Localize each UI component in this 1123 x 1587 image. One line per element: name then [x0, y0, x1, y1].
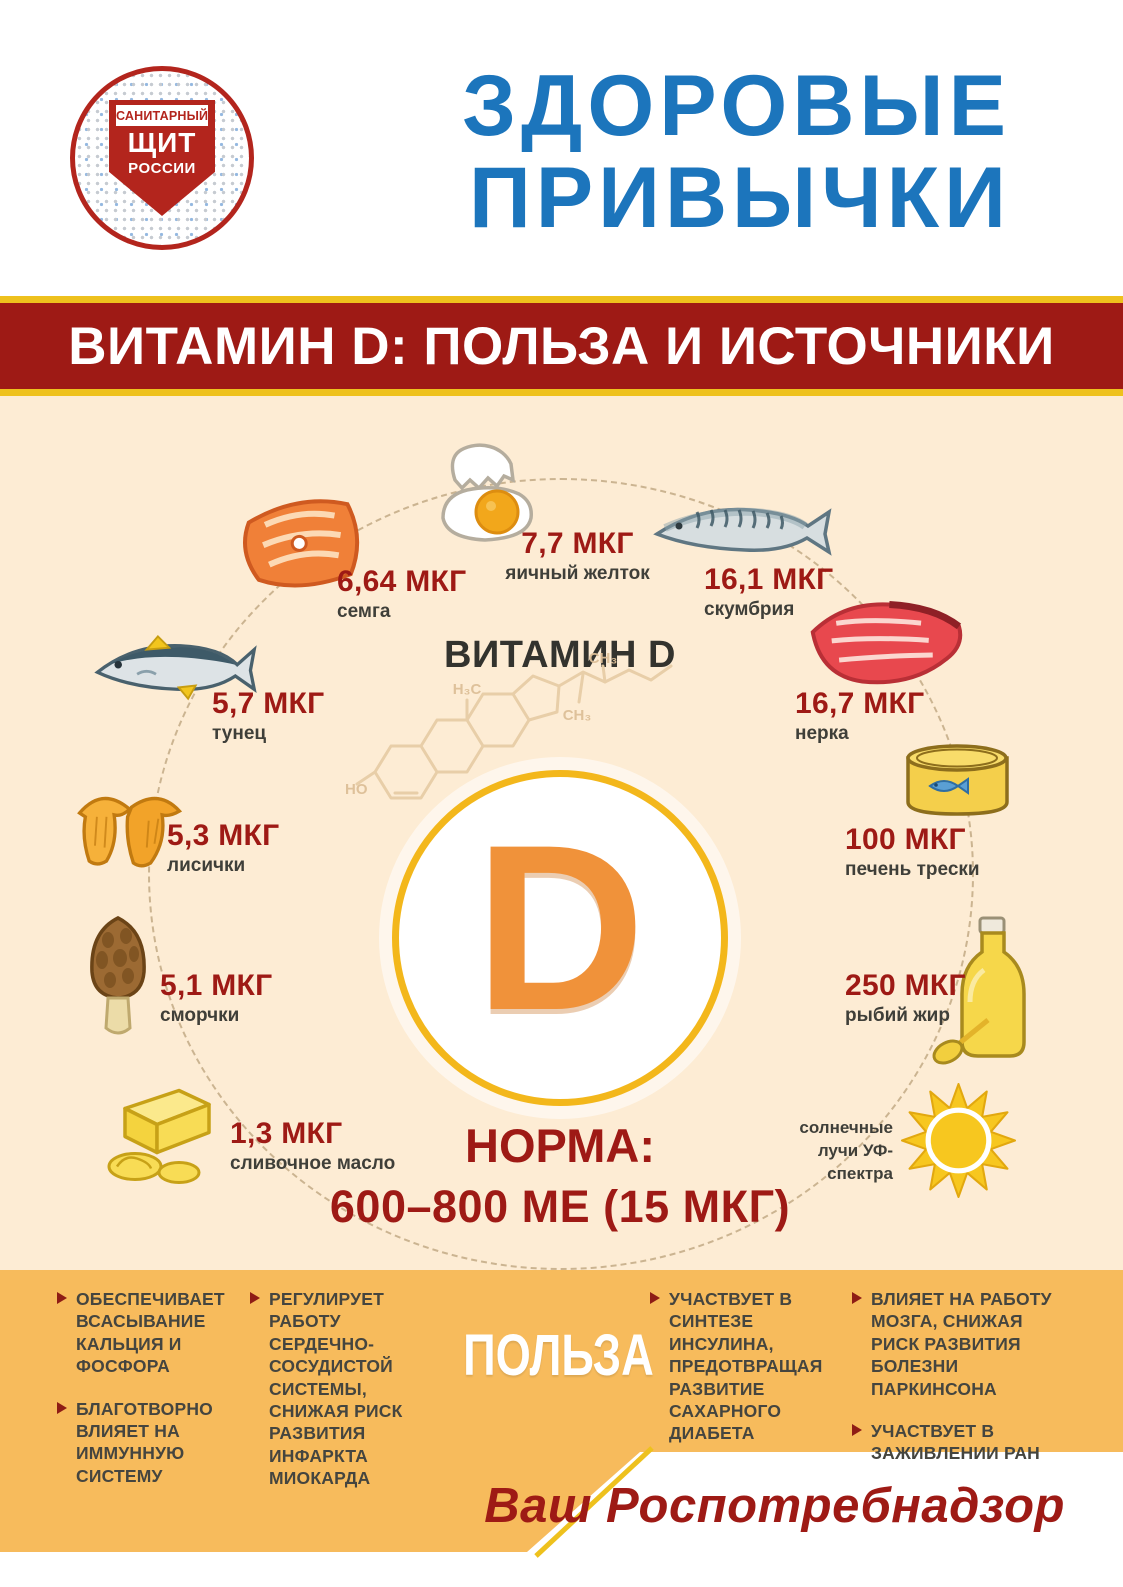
- source-text: 16,7 МКГ нерка: [795, 688, 1005, 745]
- bullet-arrow-icon: [250, 1292, 260, 1304]
- source-label: семга: [337, 600, 391, 622]
- source-label: скумбрия: [704, 598, 795, 620]
- sun-icon: [901, 1083, 1016, 1198]
- dashed-ring: [148, 478, 974, 1270]
- benefit-item: УЧАСТВУЕТ В ЗАЖИВЛЕНИИ РАН: [852, 1420, 1070, 1465]
- bullet-arrow-icon: [57, 1401, 67, 1414]
- sockeye-steak-icon: [792, 579, 975, 707]
- source-value: 5,7 МКГ: [212, 687, 325, 720]
- source-text: солнечные лучи УФ-спектра: [775, 1114, 893, 1186]
- shield-icon: САНИТАРНЫЙ ЩИТ РОССИИ: [109, 100, 215, 216]
- source-label: солнечные лучи УФ-спектра: [799, 1118, 893, 1183]
- benefit-col-2: РЕГУЛИРУЕТ РАБОТУ СЕРДЕЧНО-СОСУДИСТОЙ СИ…: [250, 1288, 446, 1510]
- page-title-line1: ЗДОРОВЫЕ: [462, 58, 1011, 154]
- vitamin-d-heading: ВИТАМИН D: [444, 634, 676, 676]
- source-value: 5,1 МКГ: [160, 969, 273, 1002]
- benefit-text: УЧАСТВУЕТ В СИНТЕЗЕ ИНСУЛИНА, ПРЕДОТВРАЩ…: [669, 1289, 823, 1444]
- source-label: нерка: [795, 722, 849, 744]
- bullet-arrow-icon: [57, 1292, 67, 1304]
- mackerel-icon: [645, 490, 835, 570]
- source-label: лисички: [167, 854, 246, 876]
- header: САНИТАРНЫЙ ЩИТ РОССИИ ЗДОРОВЫЕ ПРИВЫЧКИ: [0, 0, 1123, 296]
- bullet-arrow-icon: [650, 1292, 660, 1304]
- benefit-text: УЧАСТВУЕТ В ЗАЖИВЛЕНИИ РАН: [871, 1420, 1041, 1464]
- molecule-label-ch3-mid: CH₃: [563, 707, 592, 724]
- logo-line1: САНИТАРНЫЙ: [116, 105, 208, 126]
- benefit-item: БЛАГОТВОРНО ВЛИЯЕТ НА ИММУННУЮ СИСТЕМУ: [57, 1398, 239, 1488]
- source-value: 6,64 МКГ: [337, 565, 467, 598]
- vitamin-d-molecule-icon: H₃C CH₃ CH₃ HO: [345, 650, 685, 825]
- salmon-steak-icon: [228, 480, 379, 602]
- norm-value: 600–800 МЕ (15 МКГ): [329, 1180, 791, 1232]
- benefit-col-1: ОБЕСПЕЧИВАЕТ ВСАСЫВАНИЕ КАЛЬЦИЯ И ФОСФОР…: [57, 1288, 239, 1507]
- sanitary-shield-logo-icon: САНИТАРНЫЙ ЩИТ РОССИИ: [70, 66, 254, 250]
- benefit-text: ОБЕСПЕЧИВАЕТ ВСАСЫВАНИЕ КАЛЬЦИЯ И ФОСФОР…: [76, 1289, 225, 1377]
- source-label: тунец: [212, 722, 267, 744]
- logo-line2: ЩИТ: [127, 127, 197, 158]
- logo-line3: РОССИИ: [128, 160, 196, 177]
- source-label: сливочное масло: [230, 1152, 396, 1174]
- source-text: 7,7 МКГ яичный желток: [455, 528, 700, 585]
- source-value: 1,3 МКГ: [230, 1117, 343, 1150]
- vitamin-d-circle: D: [392, 770, 728, 1106]
- source-text: 16,1 МКГ скумбрия: [704, 564, 934, 621]
- benefit-item: УЧАСТВУЕТ В СИНТЕЗЕ ИНСУЛИНА, ПРЕДОТВРАЩ…: [650, 1288, 850, 1445]
- section-banner: ВИТАМИН D: ПОЛЬЗА И ИСТОЧНИКИ: [0, 296, 1123, 396]
- source-value: 5,3 МКГ: [167, 819, 280, 852]
- benefit-col-4: ВЛИЯЕТ НА РАБОТУ МОЗГА, СНИЖАЯ РИСК РАЗВ…: [852, 1288, 1070, 1485]
- benefit-text: РЕГУЛИРУЕТ РАБОТУ СЕРДЕЧНО-СОСУДИСТОЙ СИ…: [269, 1289, 403, 1489]
- source-value: 100 МКГ: [845, 823, 966, 856]
- molecule-label-h3c: H₃C: [453, 681, 482, 698]
- benefit-item: РЕГУЛИРУЕТ РАБОТУ СЕРДЕЧНО-СОСУДИСТОЙ СИ…: [250, 1288, 446, 1490]
- source-label: печень трески: [845, 858, 980, 880]
- molecule-label-ho: HO: [345, 781, 368, 798]
- molecule-label-ch3-top: CH₃: [589, 650, 618, 667]
- norm-label: НОРМА:: [465, 1119, 655, 1172]
- source-value: 250 МКГ: [845, 969, 966, 1002]
- source-text: 250 МКГ рыбий жир: [845, 970, 1010, 1027]
- source-value: 16,1 МКГ: [704, 563, 834, 596]
- bullet-arrow-icon: [852, 1423, 862, 1436]
- page-title: ЗДОРОВЫЕ ПРИВЫЧКИ: [462, 60, 1011, 244]
- banner-title: ВИТАМИН D: ПОЛЬЗА И ИСТОЧНИКИ: [68, 316, 1055, 376]
- source-label: рыбий жир: [845, 1004, 950, 1026]
- source-label: сморчки: [160, 1004, 240, 1026]
- egg-yolk-icon: [427, 440, 542, 550]
- canned-fish-icon: [900, 738, 1015, 823]
- source-text: 100 МКГ печень трески: [845, 824, 1030, 881]
- source-text: 6,64 МКГ семга: [337, 566, 567, 623]
- benefit-item: ВЛИЯЕТ НА РАБОТУ МОЗГА, СНИЖАЯ РИСК РАЗВ…: [852, 1288, 1070, 1400]
- chanterelle-icon: [70, 778, 190, 873]
- source-text: 1,3 МКГ сливочное масло: [230, 1118, 450, 1175]
- benefits-title: ПОЛЬЗА: [463, 1323, 654, 1388]
- source-value: 7,7 МКГ: [521, 527, 634, 560]
- source-text: 5,1 МКГ сморчки: [160, 970, 315, 1027]
- source-label: яичный желток: [505, 562, 650, 584]
- footer-signature: Ваш Роспотребнадзор: [484, 1479, 1065, 1533]
- fish-oil-bottle-icon: [928, 914, 1033, 1069]
- benefit-text: БЛАГОТВОРНО ВЛИЯЕТ НА ИММУННУЮ СИСТЕМУ: [76, 1398, 213, 1486]
- vitamin-d-letter: D: [474, 796, 646, 1060]
- source-value: 16,7 МКГ: [795, 687, 925, 720]
- morel-icon: [76, 914, 161, 1044]
- source-text: 5,7 МКГ тунец: [212, 688, 392, 745]
- benefit-text: ВЛИЯЕТ НА РАБОТУ МОЗГА, СНИЖАЯ РИСК РАЗВ…: [871, 1289, 1052, 1399]
- daily-norm: НОРМА: 600–800 МЕ (15 МКГ): [280, 1120, 840, 1231]
- bullet-arrow-icon: [852, 1292, 862, 1304]
- tuna-icon: [88, 626, 258, 711]
- source-text: 5,3 МКГ лисички: [167, 820, 322, 877]
- butter-icon: [97, 1073, 222, 1188]
- page-title-line2: ПРИВЫЧКИ: [468, 150, 1011, 247]
- benefit-item: ОБЕСПЕЧИВАЕТ ВСАСЫВАНИЕ КАЛЬЦИЯ И ФОСФОР…: [57, 1288, 239, 1378]
- benefit-col-3: УЧАСТВУЕТ В СИНТЕЗЕ ИНСУЛИНА, ПРЕДОТВРАЩ…: [650, 1288, 850, 1465]
